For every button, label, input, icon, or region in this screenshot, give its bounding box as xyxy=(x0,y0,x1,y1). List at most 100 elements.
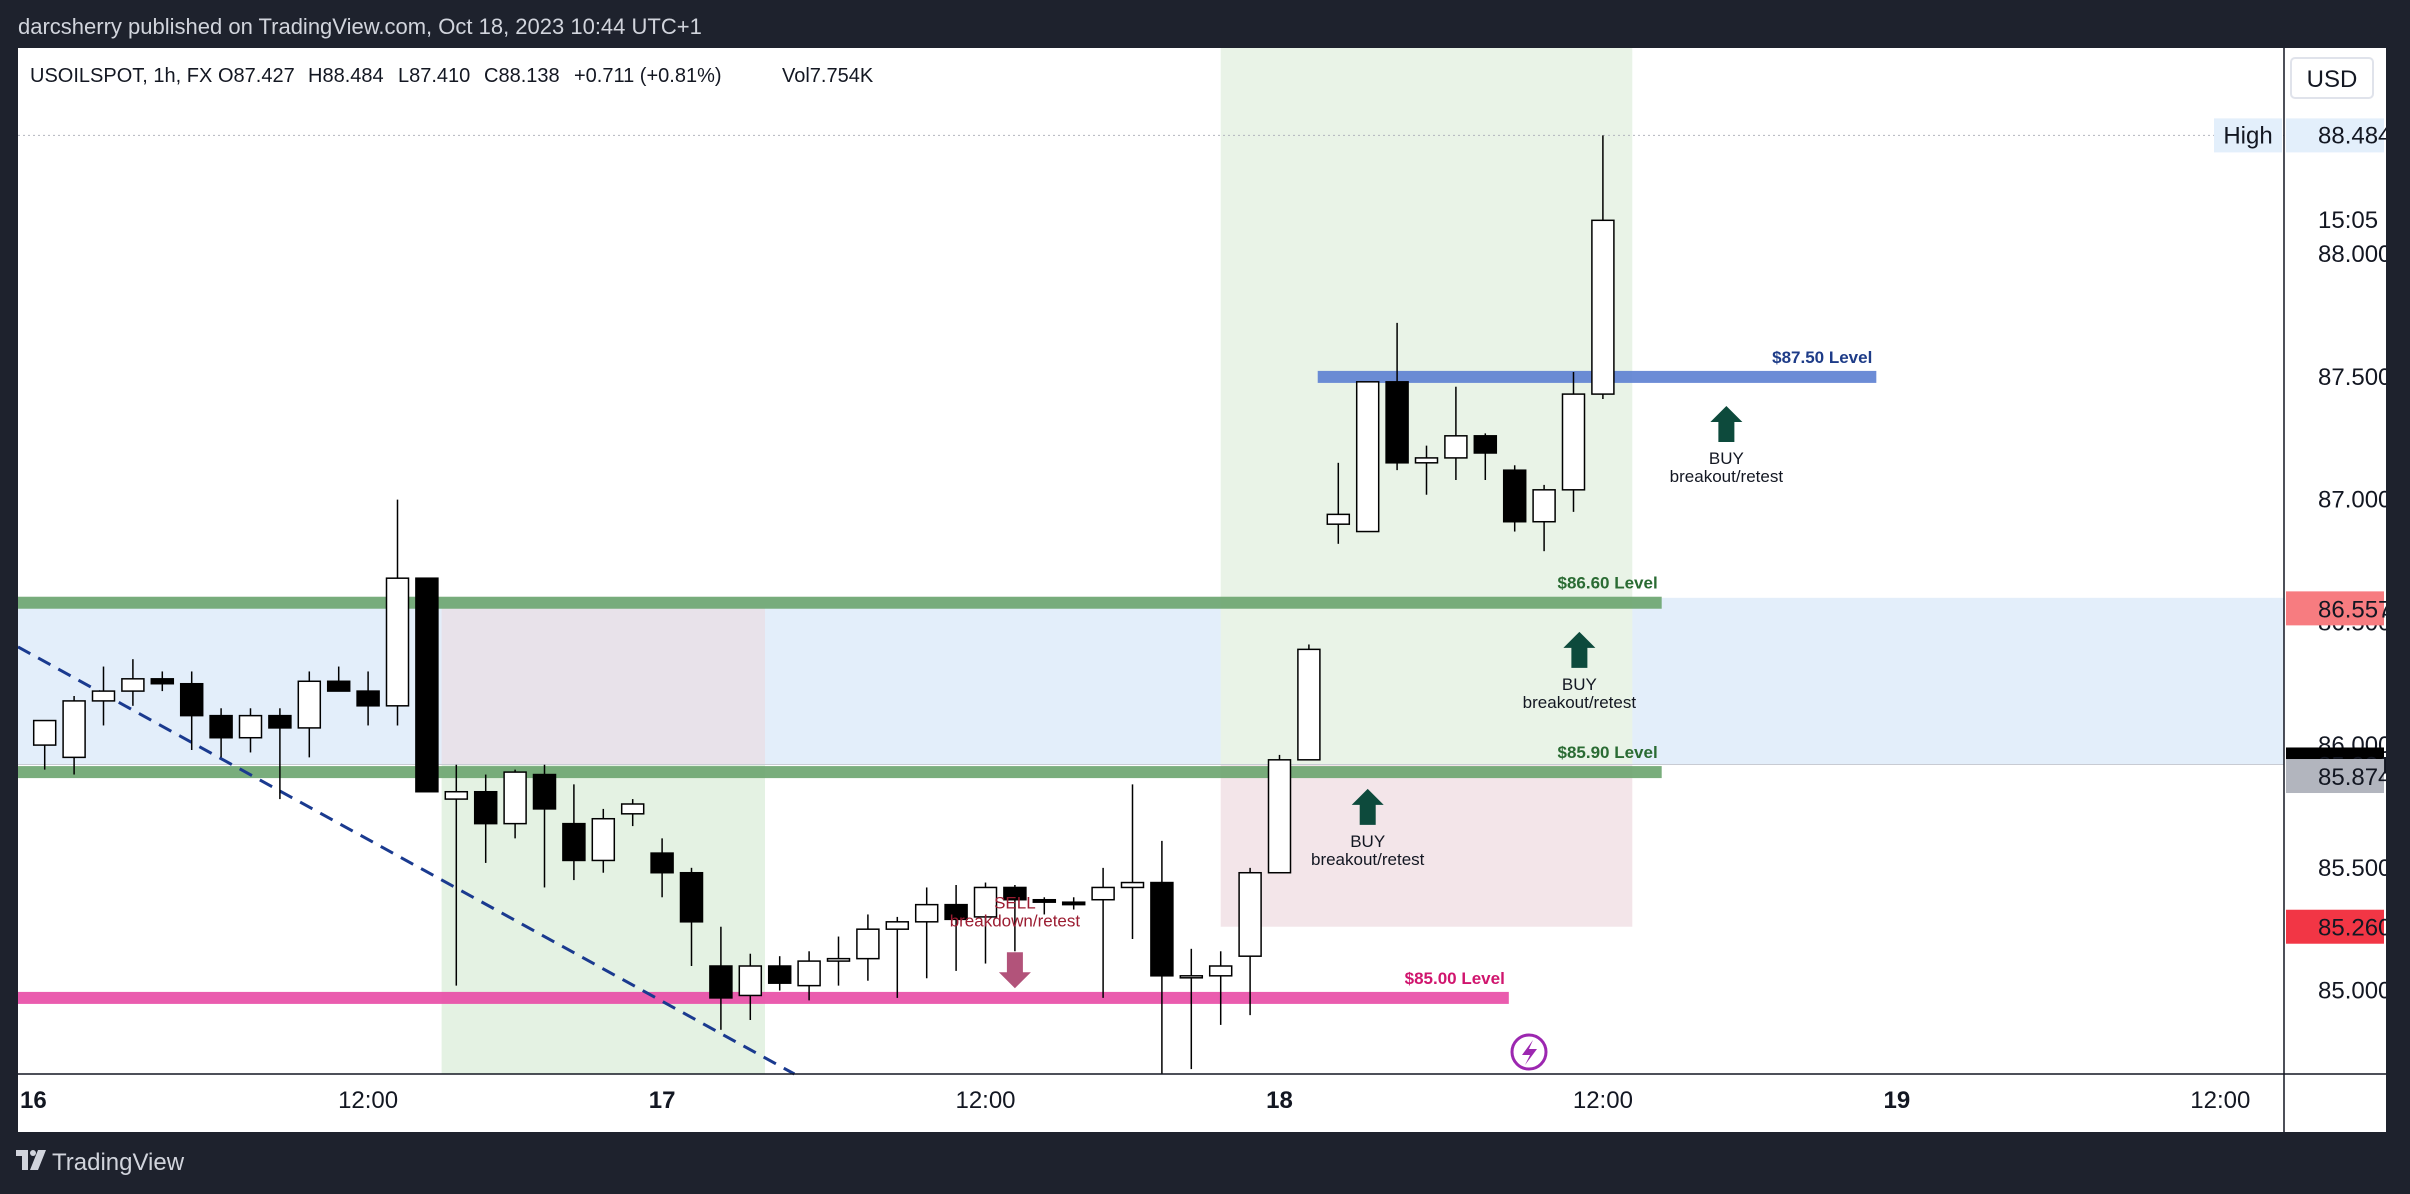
candle-8 xyxy=(268,708,292,800)
tradingview-logo-icon xyxy=(16,1149,46,1177)
level-label-0: $87.50 Level xyxy=(1772,348,1872,367)
legend-low: L87.410 xyxy=(398,65,470,87)
candle-body xyxy=(1473,435,1498,454)
candle-body xyxy=(32,719,57,746)
candle-body xyxy=(1150,881,1174,977)
candle-7 xyxy=(238,708,263,753)
countdown-label: 15:05 xyxy=(2318,207,2378,234)
candle-41 xyxy=(1238,867,1262,1016)
candle-15 xyxy=(473,774,498,863)
candle-body xyxy=(297,680,322,729)
candle-53 xyxy=(1591,135,1615,399)
buy-arrow-icon xyxy=(1563,631,1596,668)
candle-2 xyxy=(91,666,116,726)
high-value-box xyxy=(2286,118,2384,153)
signal-line2: breakout/retest xyxy=(1670,467,1784,486)
candle-body xyxy=(209,714,233,739)
signal-line2: breakdown/retest xyxy=(950,911,1081,930)
trendline xyxy=(18,645,796,1076)
y-tick-label: 88.000 xyxy=(2318,241,2386,268)
level-label-2: $85.90 Level xyxy=(1557,743,1657,762)
candle-body xyxy=(1532,489,1556,523)
candle-31 xyxy=(944,885,968,971)
tradingview-logo[interactable]: TradingView xyxy=(16,1149,184,1177)
candle-12 xyxy=(385,499,410,726)
publish-header: darcsherry published on TradingView.com,… xyxy=(0,0,2410,48)
candle-body xyxy=(1297,648,1321,761)
level-band-2 xyxy=(18,766,1662,779)
candle-body xyxy=(1061,901,1086,906)
candle-body xyxy=(1208,965,1233,977)
signal-line2: breakout/retest xyxy=(1523,693,1637,712)
zone-0 xyxy=(18,597,2284,765)
candle-49 xyxy=(1473,433,1498,480)
candle-44 xyxy=(1326,462,1351,544)
y-tick-label: 85.000 xyxy=(2318,978,2386,1005)
x-tick-label: 12:00 xyxy=(1573,1087,1633,1114)
x-tick-label: 12:00 xyxy=(338,1087,398,1114)
candle-52 xyxy=(1561,372,1586,512)
candle-0 xyxy=(32,719,57,770)
candle-body xyxy=(1385,381,1409,464)
candle-body xyxy=(1267,759,1292,874)
candle-body xyxy=(532,773,557,810)
candle-body xyxy=(1502,469,1527,523)
candle-body xyxy=(1120,881,1145,889)
buy-arrow-icon xyxy=(1351,788,1384,825)
currency-button[interactable]: USD xyxy=(2290,57,2374,99)
candle-23 xyxy=(709,926,733,1030)
price-tag: 86.557 xyxy=(2318,596,2386,623)
legend-open: O87.427 xyxy=(218,65,295,87)
candle-body xyxy=(767,965,792,984)
price-tag: 85.874 xyxy=(2318,764,2386,791)
candle-body xyxy=(503,771,527,825)
chart-frame[interactable]: $87.50 Level $86.60 Level $85.90 Level $85.… xyxy=(18,48,2386,1132)
candle-19 xyxy=(591,808,616,873)
candle-25 xyxy=(767,956,792,991)
candle-body xyxy=(268,714,292,729)
candle-body xyxy=(562,822,586,862)
candle-18 xyxy=(562,784,586,881)
candle-body xyxy=(1179,975,1204,979)
candle-36 xyxy=(1091,867,1115,998)
flash-icon[interactable] xyxy=(1510,1033,1548,1071)
candle-body xyxy=(326,680,351,692)
x-tick-label: 18 xyxy=(1266,1087,1293,1114)
x-tick-label: 12:00 xyxy=(955,1087,1015,1114)
zone-1 xyxy=(441,607,765,765)
y-tick-label: 87.500 xyxy=(2318,364,2386,391)
candle-body xyxy=(150,678,175,685)
candle-1 xyxy=(62,696,86,775)
currency-label: USD xyxy=(2307,66,2358,93)
candle-6 xyxy=(209,708,233,758)
candle-28 xyxy=(856,914,880,981)
candle-45 xyxy=(1355,381,1380,533)
candle-20 xyxy=(620,799,645,827)
candle-body xyxy=(91,690,116,702)
candle-14 xyxy=(444,764,469,986)
candle-17 xyxy=(532,764,557,888)
legend-high: H88.484 xyxy=(308,65,384,87)
price-tag-box xyxy=(2286,909,2384,944)
candle-40 xyxy=(1208,951,1233,1025)
candle-body xyxy=(1091,886,1115,901)
candle-body xyxy=(944,903,968,921)
legend-volume: Vol7.754K xyxy=(782,65,874,87)
candle-body xyxy=(356,690,380,707)
candlestick-chart[interactable]: $87.50 Level $86.60 Level $85.90 Level $85.… xyxy=(18,48,2386,1132)
x-tick-label: 17 xyxy=(649,1087,676,1114)
candle-body xyxy=(1355,381,1380,533)
candle-body xyxy=(797,960,821,987)
candle-body xyxy=(415,577,439,793)
candle-9 xyxy=(297,671,322,758)
candle-body xyxy=(121,678,145,692)
level-label-1: $86.60 Level xyxy=(1557,574,1657,593)
candle-body xyxy=(1414,457,1439,464)
x-tick-label: 12:00 xyxy=(2190,1087,2250,1114)
candle-body xyxy=(473,790,498,825)
candle-10 xyxy=(326,666,351,692)
level-band-3 xyxy=(18,991,1509,1004)
candle-body xyxy=(238,714,263,739)
